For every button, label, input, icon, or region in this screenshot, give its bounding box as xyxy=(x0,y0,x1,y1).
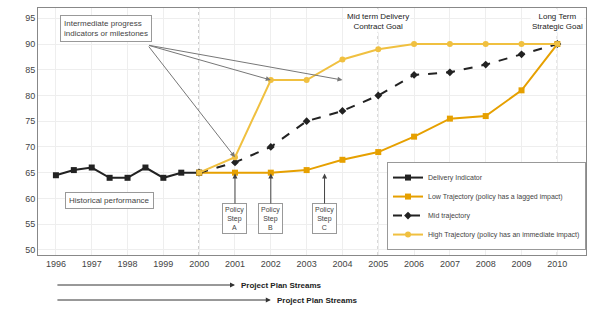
svg-text:2005: 2005 xyxy=(368,259,388,269)
svg-text:2008: 2008 xyxy=(476,259,496,269)
svg-text:PolicyStepC: PolicyStepC xyxy=(315,206,334,231)
svg-text:1997: 1997 xyxy=(82,259,102,269)
svg-text:90: 90 xyxy=(25,39,35,49)
svg-text:2010: 2010 xyxy=(547,259,567,269)
svg-text:PolicyStepA: PolicyStepA xyxy=(225,206,244,231)
svg-text:85: 85 xyxy=(25,65,35,75)
svg-text:95: 95 xyxy=(25,13,35,23)
svg-text:Long TermStrategic Goal: Long TermStrategic Goal xyxy=(532,12,583,31)
svg-text:2003: 2003 xyxy=(297,259,317,269)
svg-text:1998: 1998 xyxy=(118,259,138,269)
svg-text:2009: 2009 xyxy=(512,259,532,269)
svg-text:Project Plan Streams: Project Plan Streams xyxy=(277,296,358,305)
svg-text:2000: 2000 xyxy=(189,259,209,269)
svg-text:Project Plan Streams: Project Plan Streams xyxy=(241,281,322,290)
svg-text:Low Trajectory (policy has a l: Low Trajectory (policy has a lagged impa… xyxy=(428,193,563,201)
svg-text:2001: 2001 xyxy=(225,259,245,269)
svg-text:1996: 1996 xyxy=(46,259,66,269)
svg-text:Historical performance: Historical performance xyxy=(69,196,150,205)
svg-text:High Trajectory (policy has an: High Trajectory (policy has an immediate… xyxy=(428,231,579,239)
svg-text:80: 80 xyxy=(25,91,35,101)
svg-text:Delivery Indicator: Delivery Indicator xyxy=(428,174,483,182)
svg-text:65: 65 xyxy=(25,168,35,178)
svg-text:Mid term DeliveryContract Goal: Mid term DeliveryContract Goal xyxy=(347,12,409,31)
svg-text:50: 50 xyxy=(25,245,35,255)
svg-text:60: 60 xyxy=(25,194,35,204)
svg-text:2007: 2007 xyxy=(440,259,460,269)
svg-text:2002: 2002 xyxy=(261,259,281,269)
svg-text:Intermediate progressindicator: Intermediate progressindicators or miles… xyxy=(64,19,148,38)
svg-text:55: 55 xyxy=(25,219,35,229)
svg-text:75: 75 xyxy=(25,116,35,126)
svg-text:70: 70 xyxy=(25,142,35,152)
svg-text:1999: 1999 xyxy=(153,259,173,269)
svg-text:2006: 2006 xyxy=(404,259,424,269)
svg-text:Mid trajectory: Mid trajectory xyxy=(428,212,471,220)
svg-text:PolicyStepB: PolicyStepB xyxy=(261,206,280,231)
svg-text:2004: 2004 xyxy=(332,259,352,269)
